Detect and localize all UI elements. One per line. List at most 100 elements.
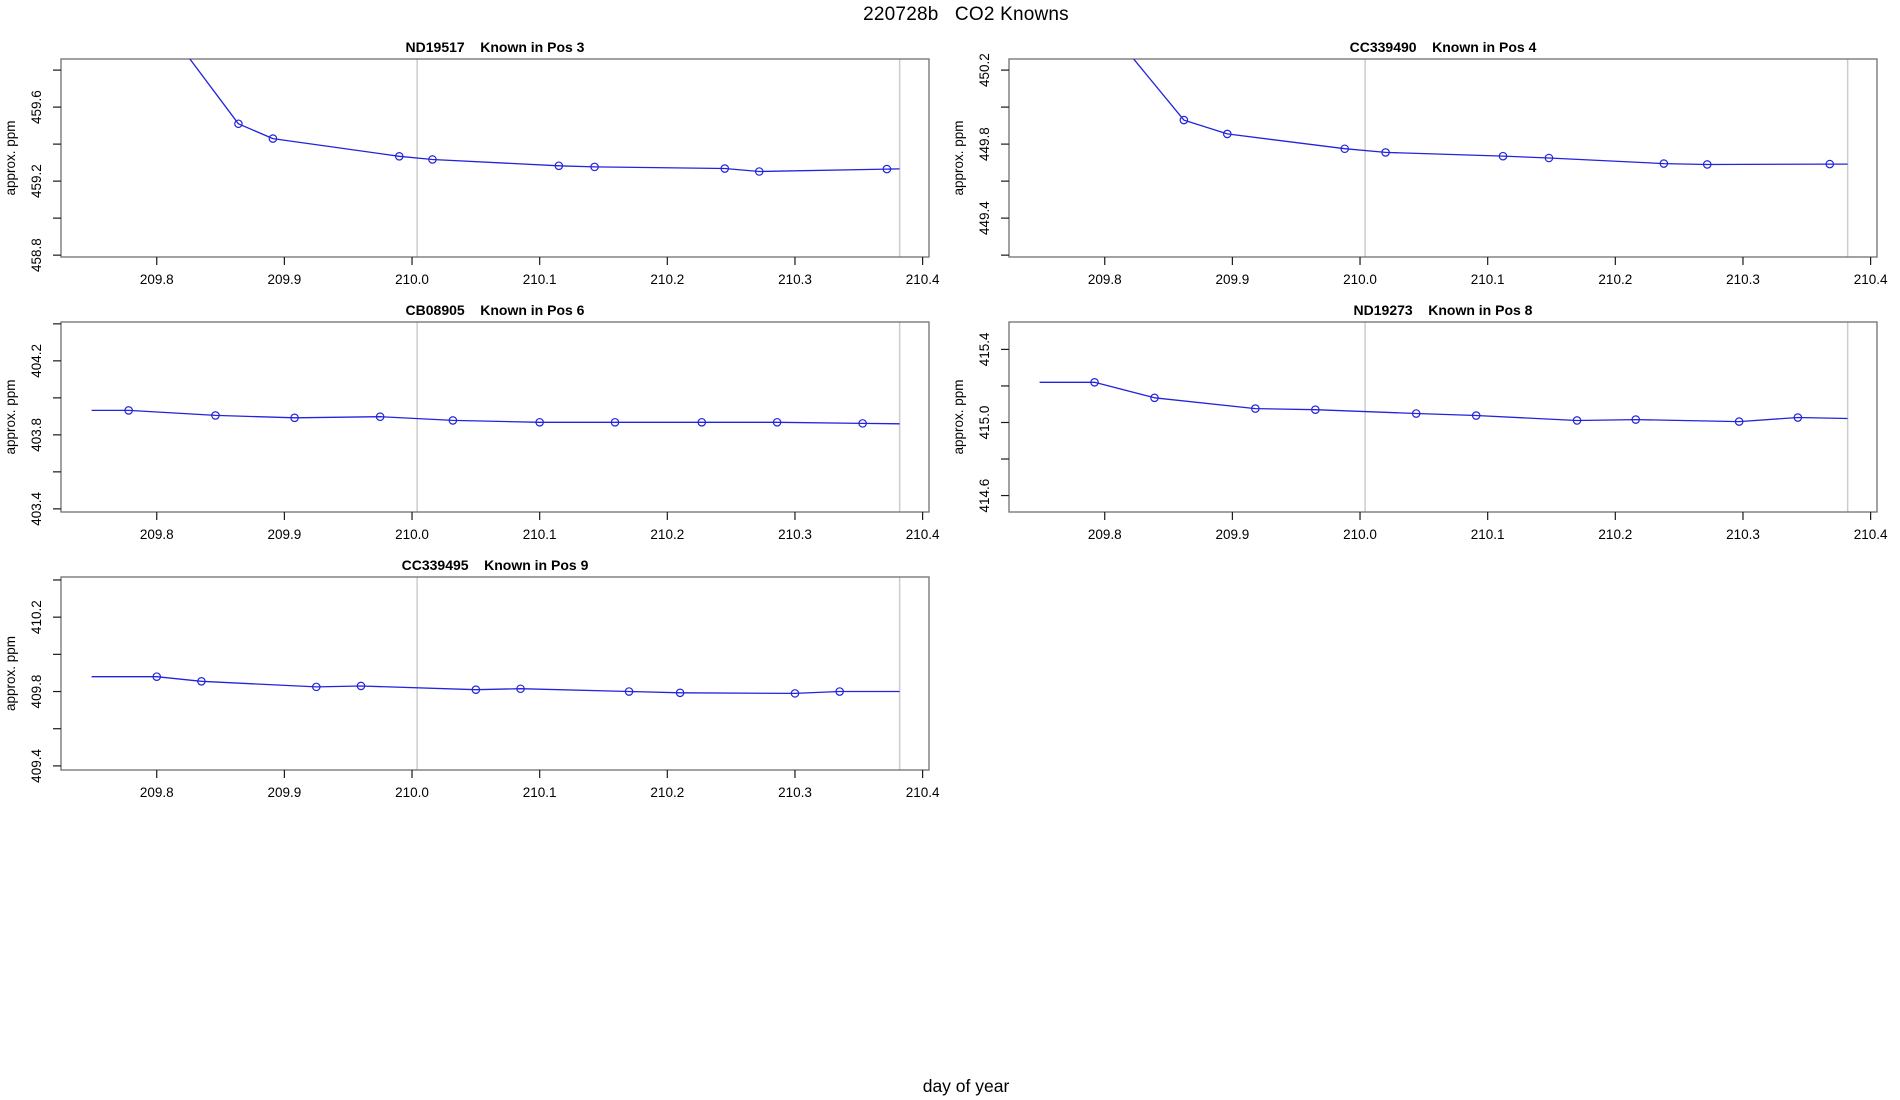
y-axis-label: approx. ppm — [3, 379, 18, 454]
data-point-marker — [471, 685, 481, 694]
data-point-marker — [311, 682, 321, 692]
x-tick-label: 210.4 — [906, 272, 940, 287]
x-tick-label: 210.3 — [778, 785, 812, 800]
data-point-marker — [1150, 393, 1159, 403]
data-series-line — [91, 676, 900, 695]
y-tick-label: 403.8 — [29, 418, 44, 452]
data-point-marker — [675, 688, 685, 698]
x-tick-label: 210.4 — [1854, 272, 1888, 287]
x-tick-label: 210.2 — [650, 527, 684, 542]
data-point-marker — [211, 411, 220, 420]
y-tick-label: 409.8 — [29, 675, 44, 709]
data-point-marker — [535, 417, 544, 427]
data-point-marker — [1793, 413, 1803, 422]
y-tick-label: 458.8 — [29, 238, 44, 272]
x-tick-label: 210.2 — [1598, 272, 1632, 287]
data-point-marker — [835, 687, 844, 696]
y-tick-label: 459.6 — [29, 90, 44, 124]
plot-border — [60, 58, 930, 258]
y-tick-label: 414.6 — [977, 479, 992, 513]
x-tick-label: 209.9 — [1215, 527, 1249, 542]
x-tick-label: 209.8 — [140, 527, 174, 542]
data-point-marker — [1222, 129, 1232, 139]
plot-border — [60, 576, 930, 771]
data-point-marker — [1471, 411, 1481, 420]
data-point-marker — [882, 164, 892, 174]
data-point-marker — [772, 417, 782, 427]
y-tick-label: 459.2 — [29, 164, 44, 198]
x-tick-label: 210.1 — [1471, 272, 1505, 287]
x-tick-label: 209.8 — [1088, 527, 1122, 542]
data-point-marker — [1631, 415, 1641, 424]
x-axis-outer-label: day of year — [922, 1076, 1010, 1096]
y-tick-label: 449.4 — [977, 201, 992, 235]
x-tick-label: 210.1 — [1471, 527, 1505, 542]
x-tick-label: 210.0 — [1343, 272, 1377, 287]
panel-title: ND19273 Known in Pos 8 — [1354, 302, 1533, 318]
y-tick-label: 415.4 — [977, 332, 992, 366]
panel-ND19517: 209.8 209.9 210.0 210.1 210.2 210.3 210.4 458.8… — [3, 39, 940, 287]
x-tick-label: 210.3 — [778, 272, 812, 287]
data-point-marker — [234, 119, 243, 129]
x-tick-label: 210.3 — [778, 527, 812, 542]
data-point-marker — [720, 164, 730, 173]
x-tick-label: 210.3 — [1726, 527, 1760, 542]
x-tick-label: 210.1 — [523, 272, 557, 287]
x-tick-label: 210.4 — [906, 527, 940, 542]
panel-ND19273: 209.8 209.9 210.0 210.1 210.2 210.3 210.4 414.6… — [951, 302, 1888, 542]
data-point-marker — [1702, 160, 1712, 169]
panel-title: CB08905 Known in Pos 6 — [406, 302, 585, 318]
x-tick-label: 209.9 — [267, 785, 301, 800]
y-tick-label: 415.0 — [977, 406, 992, 440]
data-point-marker — [1659, 159, 1669, 168]
panel-title: CC339495 Known in Pos 9 — [402, 557, 589, 573]
data-point-marker — [590, 162, 599, 172]
plot-border — [1008, 58, 1878, 258]
y-tick-label: 450.2 — [977, 53, 992, 87]
data-point-marker — [375, 412, 385, 422]
y-axis-label: approx. ppm — [3, 636, 18, 711]
data-point-marker — [1381, 148, 1390, 157]
y-axis-label: approx. ppm — [3, 120, 18, 195]
data-point-marker — [1340, 144, 1350, 154]
data-point-marker — [858, 419, 867, 428]
data-point-marker — [754, 167, 764, 176]
data-point-marker — [790, 689, 800, 698]
x-tick-label: 210.3 — [1726, 272, 1760, 287]
data-point-marker — [448, 416, 458, 425]
x-tick-label: 210.0 — [1343, 527, 1377, 542]
data-point-marker — [1411, 409, 1421, 418]
x-tick-label: 210.0 — [395, 527, 429, 542]
panel-title: ND19517 Known in Pos 3 — [406, 39, 585, 55]
data-point-marker — [610, 417, 620, 427]
data-point-marker — [1544, 153, 1554, 163]
data-point-marker — [624, 687, 634, 696]
data-point-marker — [197, 677, 206, 686]
data-point-marker — [1825, 159, 1835, 169]
data-point-marker — [1090, 377, 1099, 387]
panel-CC339495: 209.8 209.9 210.0 210.1 210.2 210.3 210.4 409.4… — [3, 557, 940, 800]
data-point-marker — [356, 681, 366, 691]
y-tick-label: 410.2 — [29, 600, 44, 634]
data-series-line — [1132, 59, 1848, 166]
x-tick-label: 210.2 — [1598, 527, 1632, 542]
data-point-marker — [268, 134, 278, 143]
data-point-marker — [516, 684, 525, 694]
data-point-marker — [1572, 416, 1582, 425]
panel-title: CC339490 Known in Pos 4 — [1350, 39, 1537, 55]
x-tick-label: 209.9 — [1215, 272, 1249, 287]
data-point-marker — [1498, 151, 1508, 161]
y-tick-label: 409.4 — [29, 749, 44, 783]
data-point-marker — [697, 417, 707, 427]
data-point-marker — [554, 161, 564, 171]
x-tick-label: 209.8 — [140, 785, 174, 800]
x-tick-label: 209.8 — [1088, 272, 1122, 287]
data-series-line — [91, 409, 900, 425]
data-series-line — [189, 59, 900, 173]
x-tick-label: 210.0 — [395, 785, 429, 800]
data-point-marker — [124, 406, 133, 415]
x-tick-label: 210.2 — [650, 785, 684, 800]
data-series-line — [1039, 381, 1848, 423]
data-point-marker — [290, 413, 299, 423]
data-point-marker — [1251, 404, 1260, 413]
